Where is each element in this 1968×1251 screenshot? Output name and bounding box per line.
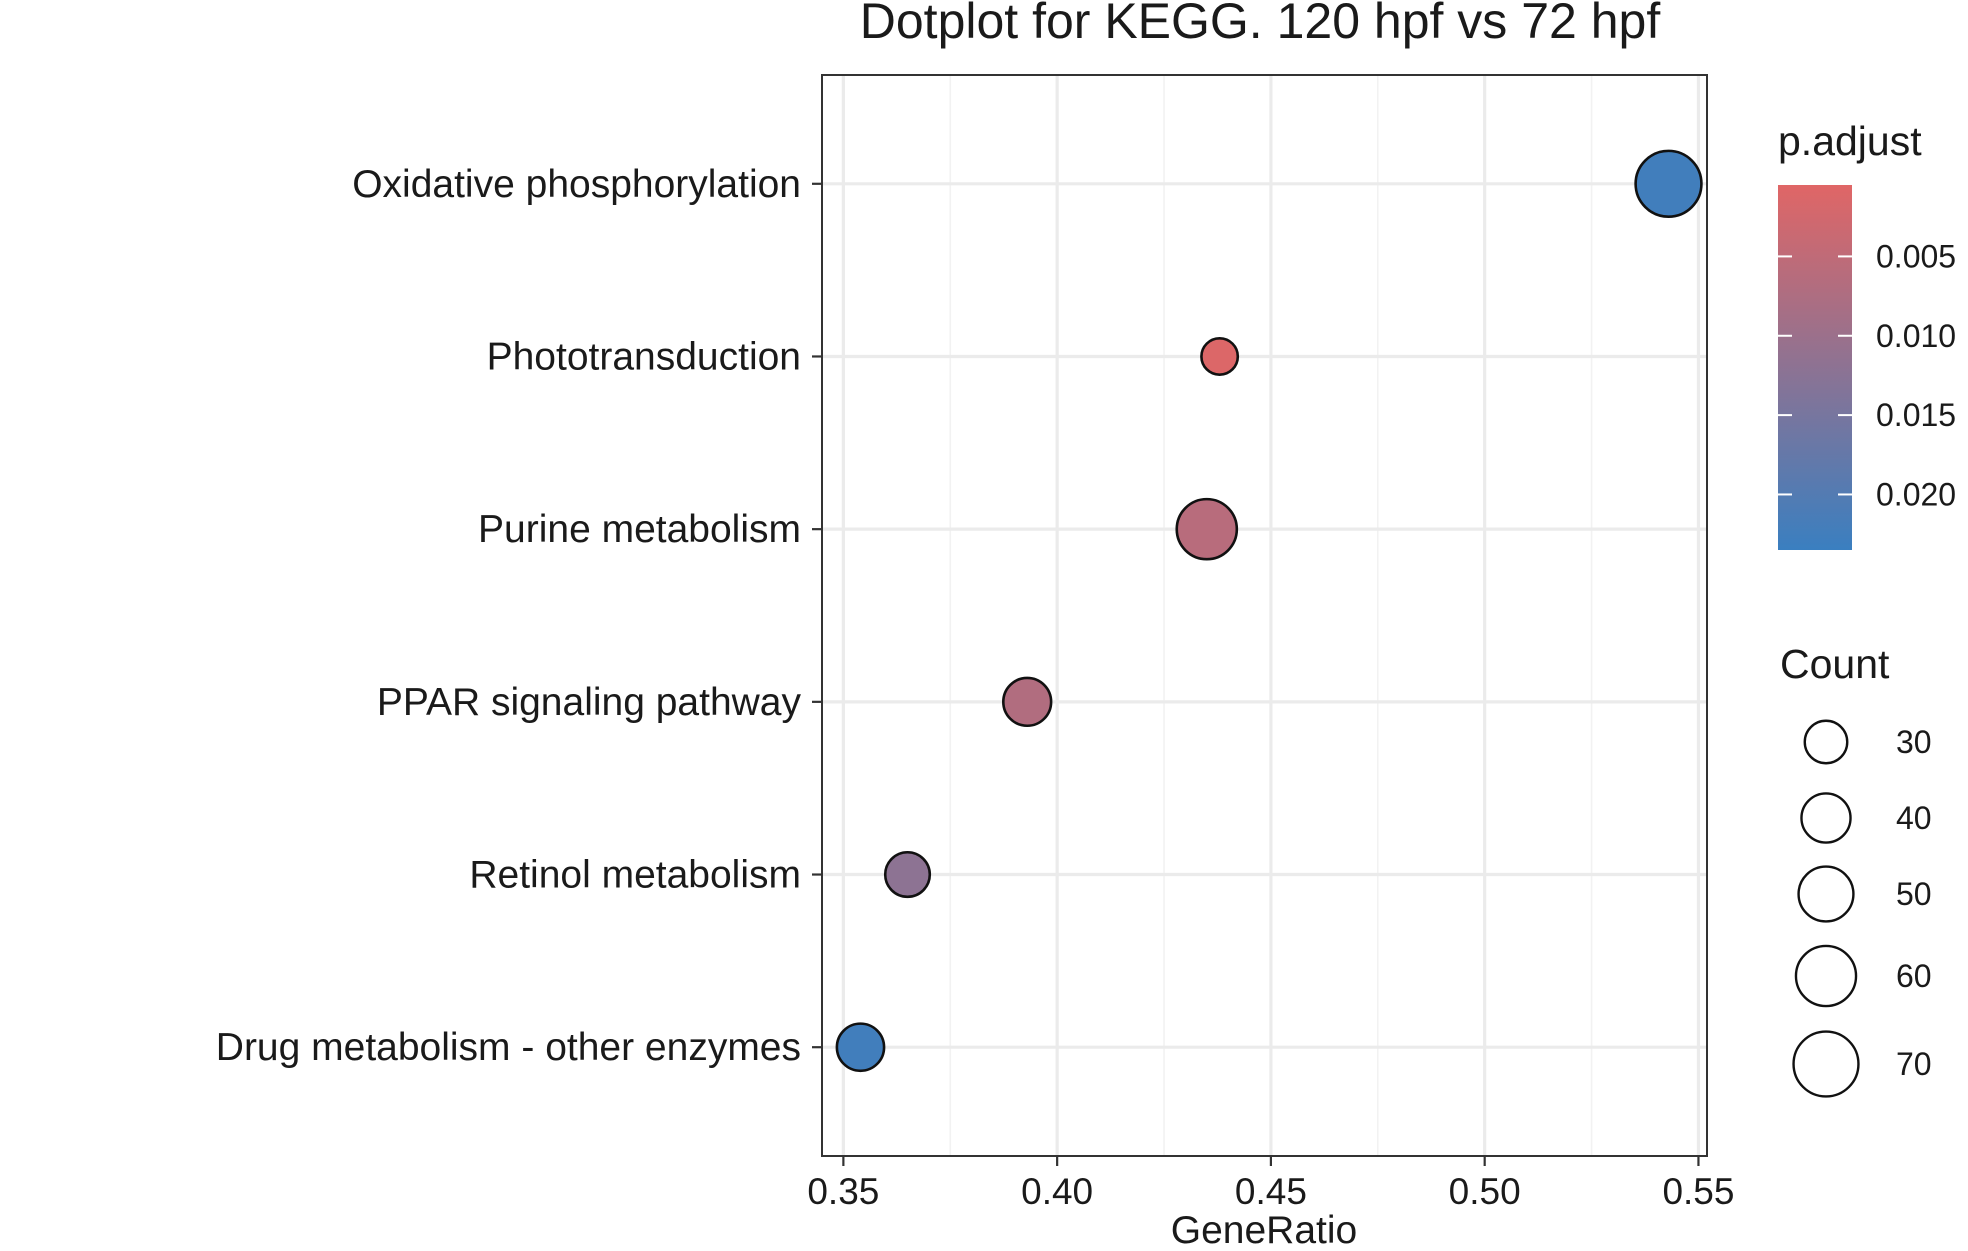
count-key-label: 40	[1896, 800, 1932, 836]
minor-gridlines	[949, 75, 1593, 1156]
x-tick-label: 0.45	[1235, 1171, 1307, 1212]
data-point	[1002, 676, 1053, 728]
y-tick-label: Drug metabolism - other enzymes	[216, 1026, 801, 1069]
data-points	[835, 149, 1703, 1073]
p-adjust-legend-title: p.adjust	[1778, 118, 1922, 164]
count-key-label: 70	[1896, 1046, 1932, 1082]
panel-background	[822, 75, 1707, 1156]
count-key-label: 60	[1896, 958, 1932, 994]
plot-panel	[821, 74, 1708, 1157]
y-tick-label: Phototransduction	[487, 335, 801, 378]
p-adjust-legend: p.adjust 0.005 0.010 0.015 0.020	[1778, 118, 1956, 550]
count-key-circle	[1797, 865, 1855, 923]
chart-title: Dotplot for KEGG. 120 hpf vs 72 hpf	[860, 0, 1661, 49]
p-adjust-colorbar	[1778, 185, 1852, 550]
y-tick-label: Oxidative phosphorylation	[352, 163, 801, 206]
count-key-circle	[1794, 944, 1858, 1008]
count-key-circle	[1803, 719, 1849, 765]
data-point	[835, 1022, 886, 1073]
x-tick-label: 0.40	[1021, 1171, 1093, 1212]
y-tick-label: PPAR signaling pathway	[377, 681, 802, 724]
count-legend: Count 30 40 50 60 70	[1780, 641, 1932, 1098]
colorbar-label: 0.015	[1876, 397, 1956, 433]
count-key-label: 30	[1896, 724, 1932, 760]
x-tick-label: 0.50	[1449, 1171, 1521, 1212]
panel-border	[821, 74, 1708, 1157]
colorbar-label: 0.010	[1876, 318, 1956, 354]
p-adjust-ticks: 0.005 0.010 0.015 0.020	[1778, 238, 1956, 512]
count-key-circle	[1792, 1030, 1860, 1098]
data-point	[883, 850, 932, 899]
count-key-label: 50	[1896, 876, 1932, 912]
x-tick-label: 0.35	[807, 1171, 879, 1212]
y-tick-label: Purine metabolism	[478, 508, 801, 551]
y-tick-label: Retinol metabolism	[469, 854, 801, 897]
data-point	[1175, 497, 1239, 561]
y-axis: Oxidative phosphorylation Phototransducti…	[216, 163, 822, 1069]
major-gridlines	[822, 75, 1707, 1156]
x-axis-title: GeneRatio	[1171, 1209, 1357, 1251]
count-legend-keys: 30 40 50 60 70	[1792, 719, 1932, 1098]
count-legend-title: Count	[1780, 641, 1890, 687]
colorbar-label: 0.020	[1876, 476, 1956, 512]
data-point	[1200, 336, 1240, 376]
x-axis: 0.35 0.40 0.45 0.50 0.55	[807, 1156, 1734, 1212]
colorbar-label: 0.005	[1876, 238, 1956, 274]
count-key-circle	[1800, 792, 1852, 844]
x-tick-label: 0.55	[1662, 1171, 1734, 1212]
data-point	[1634, 149, 1703, 218]
